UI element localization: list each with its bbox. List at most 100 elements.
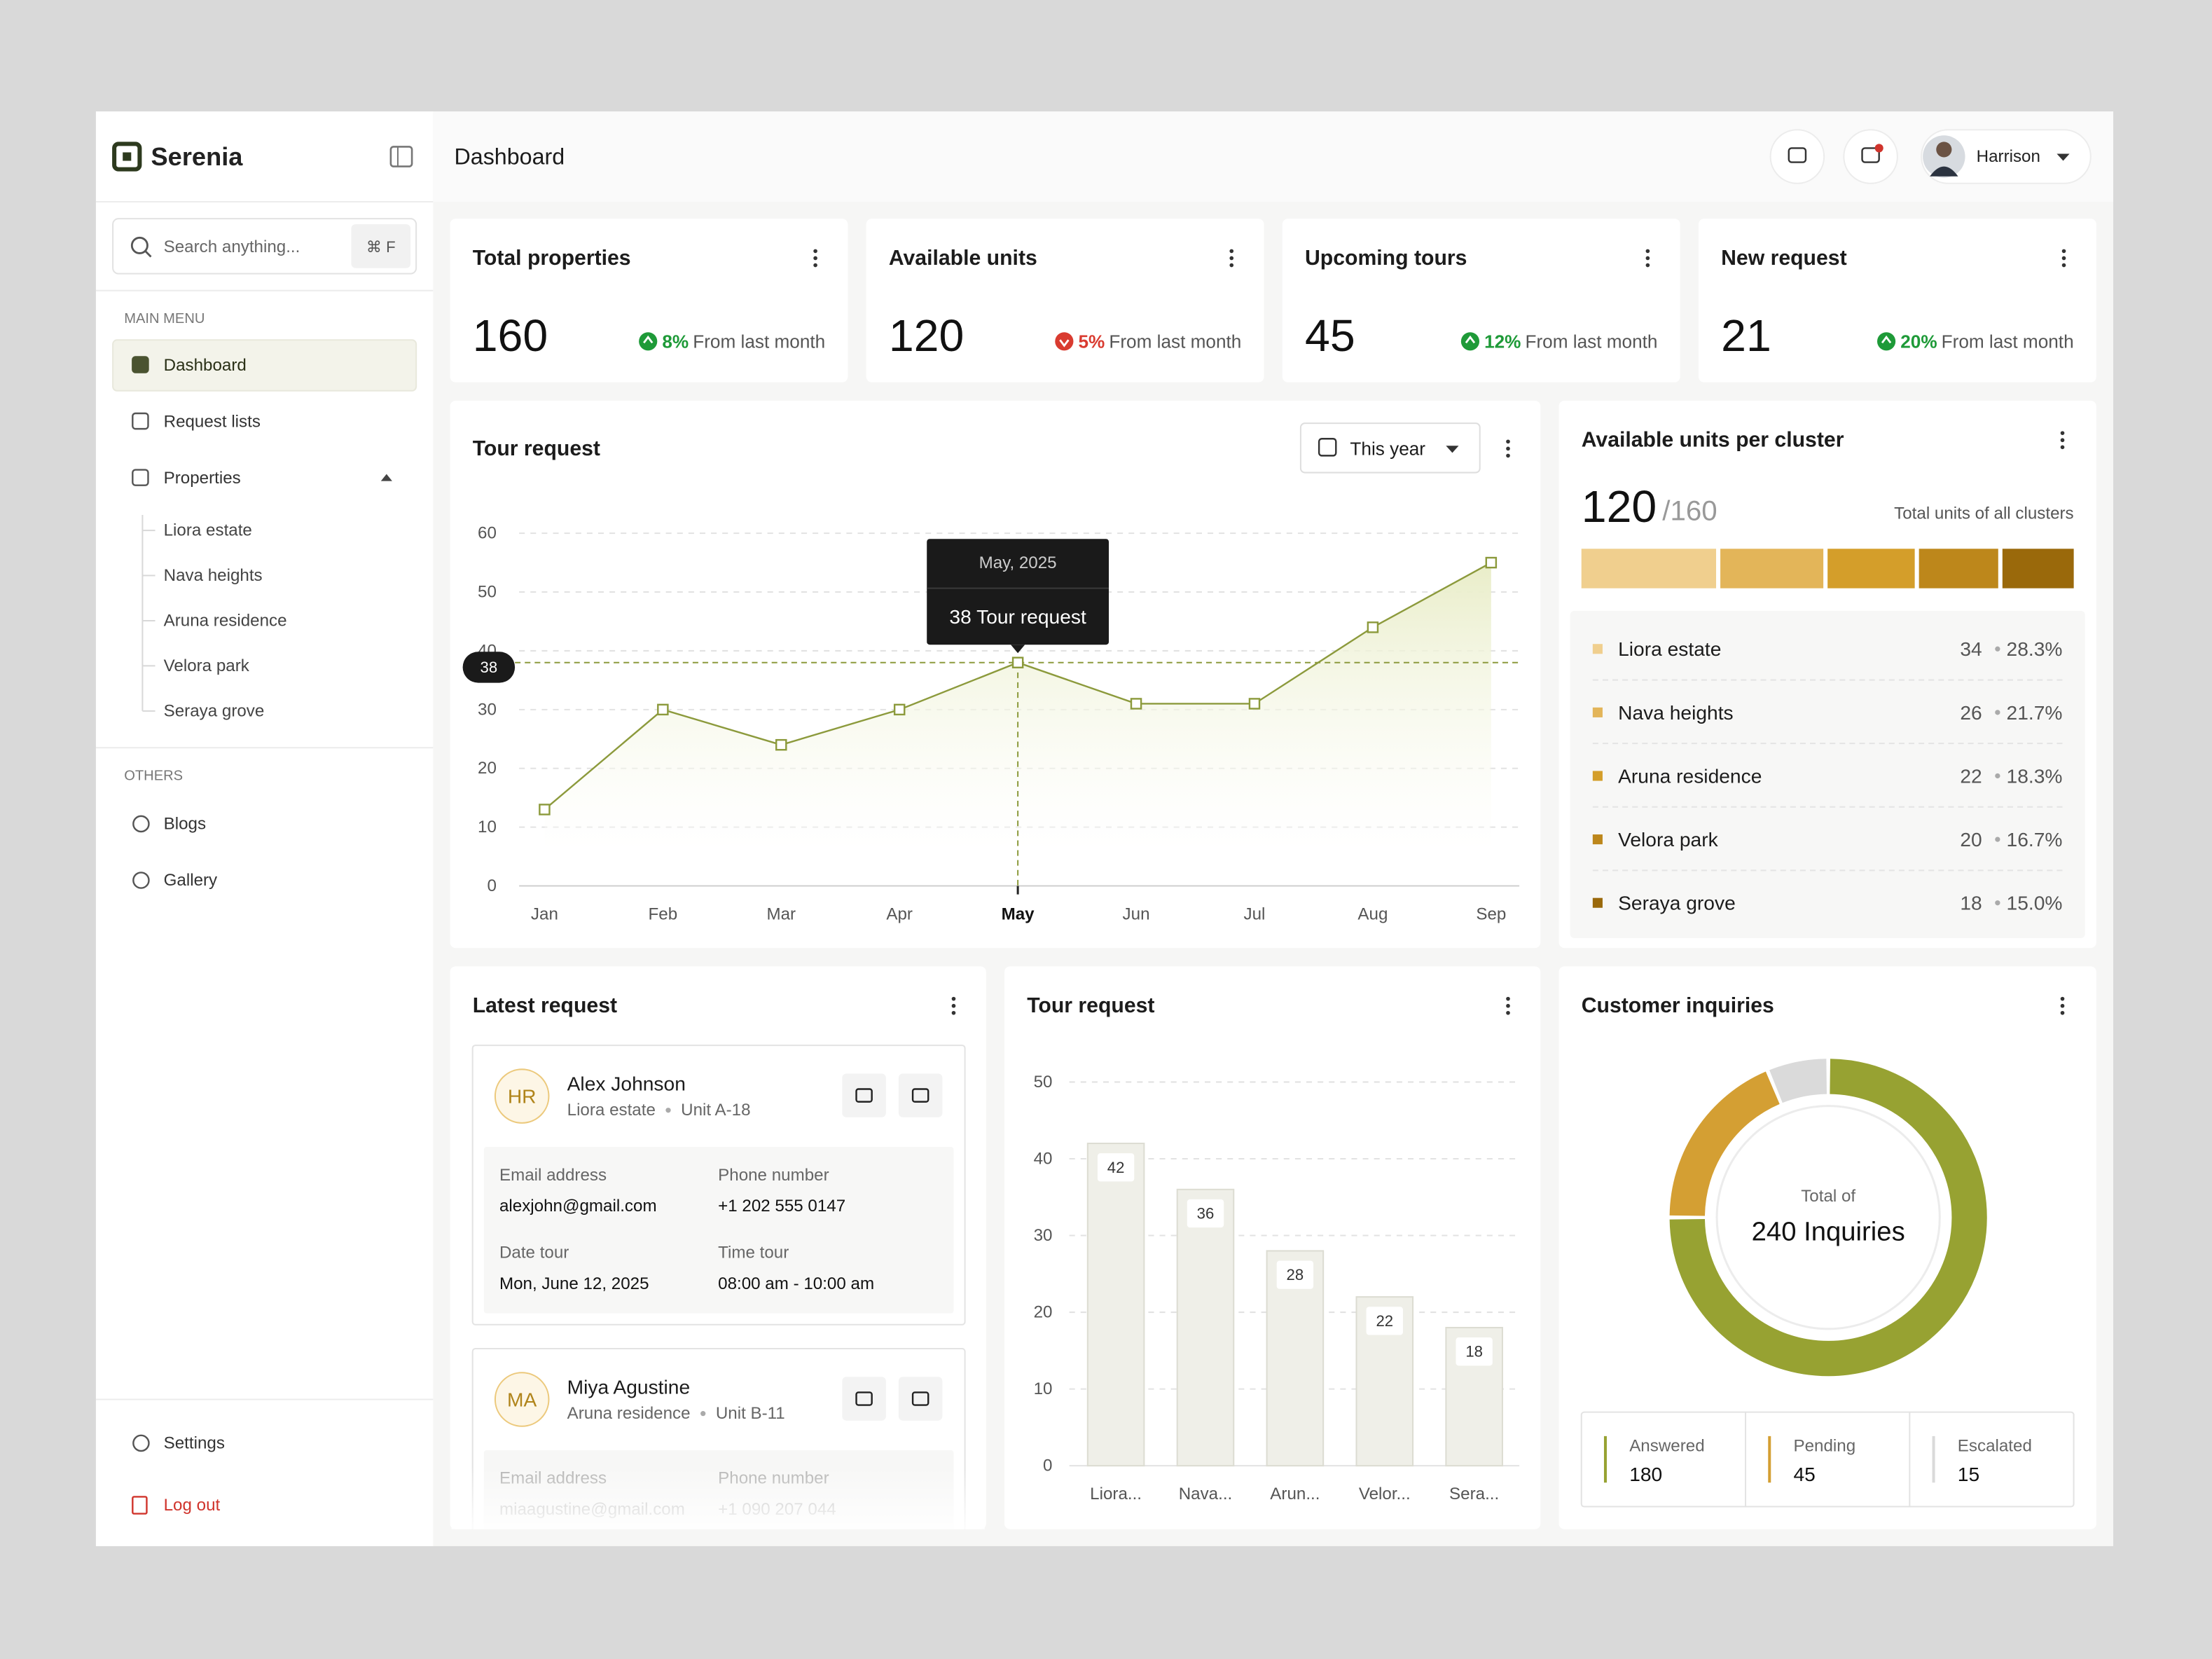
separator-dot: [700, 1411, 706, 1417]
more-button[interactable]: [1506, 996, 1510, 1015]
menu-icon: [132, 356, 149, 373]
shortcut-chip: [351, 224, 411, 268]
separator-dot: [665, 1108, 671, 1113]
data-label-box: [1276, 1260, 1314, 1289]
dot: [2060, 1003, 2065, 1008]
cluster-segment: [1581, 549, 1717, 588]
email-button[interactable]: [898, 1073, 943, 1117]
cluster-value: 20: [1960, 828, 1982, 851]
divider: [144, 250, 152, 258]
cluster-percent: 28.3%: [2007, 638, 2063, 660]
cluster-name: Liora estate: [1618, 638, 1721, 660]
stat-note: From last month: [1942, 331, 2074, 352]
tooltip-pointer: [1011, 645, 1025, 654]
search-icon: [130, 236, 148, 254]
card-title: Available units per cluster: [1582, 429, 1844, 452]
requester-name: Alex Johnson: [567, 1072, 686, 1094]
stat-title: Total properties: [473, 247, 631, 270]
cluster-segment: [1720, 549, 1824, 588]
icon: [855, 1391, 873, 1406]
legend-label: Pending: [1794, 1436, 1856, 1455]
filter-label: This year: [1350, 438, 1425, 459]
more-button[interactable]: [1229, 249, 1234, 268]
dot: [1645, 263, 1650, 268]
more-button[interactable]: [2061, 249, 2066, 268]
stat-change: 20%: [1900, 331, 1937, 352]
menu-item[interactable]: Properties: [164, 469, 241, 488]
search-placeholder: Search anything...: [164, 238, 300, 256]
legend-value: 15: [1958, 1463, 1979, 1485]
y-tick-label: 0: [1043, 1457, 1052, 1475]
donut-segment: [1669, 1071, 1781, 1217]
message-button[interactable]: [1769, 129, 1825, 184]
search-box[interactable]: [112, 218, 417, 275]
menu-icon: [132, 469, 149, 486]
call-button[interactable]: [842, 1377, 886, 1421]
menu-icon: [132, 872, 150, 889]
value-pill-label: 38: [481, 659, 498, 676]
y-tick-label: 10: [1034, 1379, 1053, 1398]
settings[interactable]: Settings: [164, 1433, 225, 1452]
x-tick-label: Aug: [1357, 904, 1388, 923]
cluster-value: 34: [1960, 638, 1982, 660]
more-button[interactable]: [2060, 431, 2065, 450]
more-button[interactable]: [1645, 249, 1650, 268]
email-button[interactable]: [898, 1377, 943, 1421]
dot: [951, 1003, 956, 1008]
logout-icon: [132, 1496, 148, 1515]
submenu-item[interactable]: Velora park: [164, 656, 250, 675]
separator-dot: [1995, 837, 2000, 842]
dot: [1645, 249, 1650, 254]
submenu-item[interactable]: Liora estate: [164, 521, 252, 540]
cluster-percent: 18.3%: [2007, 764, 2063, 787]
fade-overlay: [451, 1467, 985, 1529]
call-button[interactable]: [842, 1073, 886, 1117]
trend-arrow: [1881, 335, 1892, 344]
available-value: 120: [1582, 481, 1657, 532]
icon: [911, 1391, 929, 1406]
trend-icon: [1876, 332, 1896, 351]
submenu-item[interactable]: Aruna residence: [164, 611, 287, 630]
legend-box: [1580, 1411, 2075, 1508]
field-value: +1 202 555 0147: [718, 1197, 845, 1216]
icon: [1788, 147, 1807, 163]
notification-dot: [1874, 144, 1883, 153]
stat-value: 160: [473, 310, 548, 361]
point: [775, 738, 787, 751]
y-tick-label: 50: [478, 583, 497, 602]
menu-item[interactable]: Gallery: [164, 871, 218, 890]
point: [1248, 698, 1261, 710]
menu-item[interactable]: Request lists: [164, 413, 261, 432]
dot: [1506, 439, 1510, 444]
logout[interactable]: Log out: [164, 1496, 221, 1515]
legend-swatch: [1592, 771, 1603, 781]
menu-item[interactable]: Blogs: [164, 814, 206, 833]
field-label: Date tour: [499, 1244, 569, 1262]
point: [1485, 556, 1498, 569]
data-label: 42: [1107, 1159, 1125, 1176]
submenu-item[interactable]: Seraya grove: [164, 701, 265, 720]
menu-item[interactable]: Dashboard: [164, 356, 247, 375]
menu-icon: [132, 412, 149, 430]
user-menu[interactable]: [1921, 129, 2092, 184]
data-label: 22: [1376, 1312, 1393, 1330]
y-tick-label: 50: [1034, 1073, 1053, 1092]
donut-inner: [1715, 1105, 1941, 1330]
filter-dropdown[interactable]: [1299, 422, 1481, 474]
x-tick-label: Jan: [531, 904, 558, 923]
trend-icon: [1460, 332, 1480, 351]
more-button[interactable]: [813, 249, 817, 268]
notification-button[interactable]: [1843, 129, 1898, 184]
field-value: Mon, June 12, 2025: [499, 1274, 649, 1293]
initials: HR: [508, 1085, 537, 1108]
more-button[interactable]: [2060, 996, 2065, 1015]
more-button[interactable]: [1506, 439, 1510, 458]
user-caret: [2057, 153, 2070, 161]
y-tick-label: 30: [1034, 1226, 1053, 1245]
submenu-item[interactable]: Nava heights: [164, 566, 263, 585]
more-button[interactable]: [951, 996, 956, 1015]
cluster-list: [1570, 610, 2085, 939]
legend-swatch: [1592, 644, 1603, 654]
field-label: Phone number: [718, 1166, 829, 1185]
collapse-icon[interactable]: [389, 146, 413, 167]
